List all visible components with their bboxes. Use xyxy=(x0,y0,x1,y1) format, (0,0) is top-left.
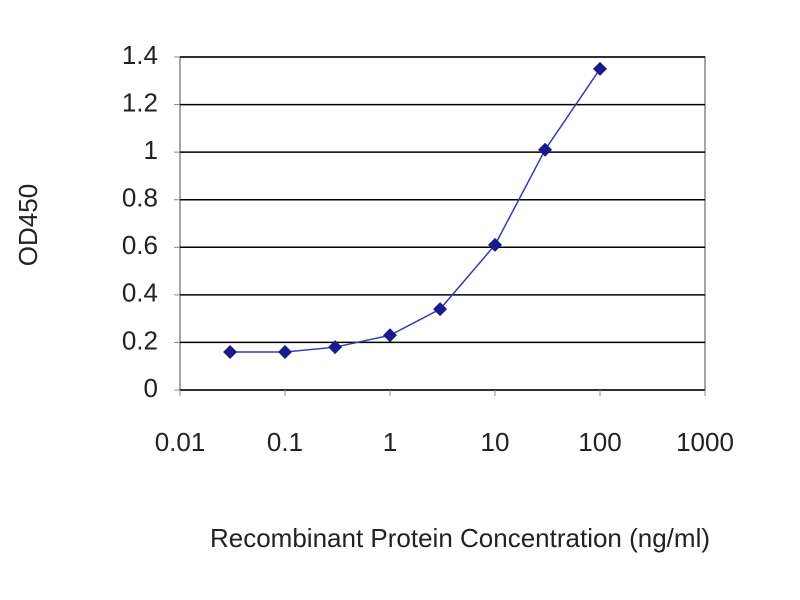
data-point xyxy=(278,344,292,359)
y-tick-label: 0 xyxy=(144,373,158,403)
data-point xyxy=(383,328,397,343)
x-tick-label: 1 xyxy=(383,427,397,457)
data-line xyxy=(230,68,601,353)
y-tick-label: 0.6 xyxy=(122,230,158,260)
y-tick-label: 1.4 xyxy=(122,40,158,70)
x-tick-label: 0.1 xyxy=(267,427,303,457)
x-tick-label: 1000 xyxy=(676,427,734,457)
x-axis-label: Recombinant Protein Concentration (ng/ml… xyxy=(210,523,710,553)
y-axis-label: OD450 xyxy=(13,184,43,266)
data-point xyxy=(538,142,553,157)
x-tick-label: 100 xyxy=(578,427,621,457)
data-point xyxy=(433,302,448,317)
x-tick-label: 0.01 xyxy=(155,427,206,457)
data-point xyxy=(488,237,502,252)
x-tick-label: 10 xyxy=(481,427,510,457)
data-point xyxy=(328,340,343,355)
y-tick-label: 1 xyxy=(144,135,158,165)
y-tick-label: 0.8 xyxy=(122,183,158,213)
data-point xyxy=(223,344,238,359)
y-tick-label: 1.2 xyxy=(122,87,158,117)
data-point xyxy=(593,61,607,76)
plot-frame xyxy=(179,56,706,391)
y-tick-label: 0.4 xyxy=(122,278,158,308)
y-tick-label: 0.2 xyxy=(122,325,158,355)
